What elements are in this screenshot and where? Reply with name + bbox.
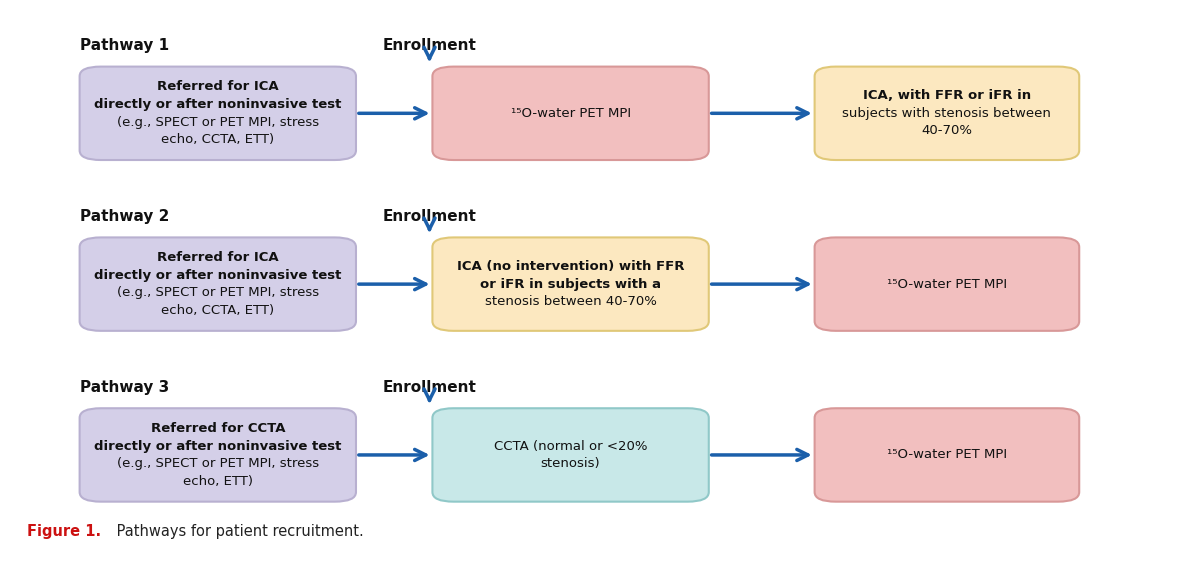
FancyBboxPatch shape xyxy=(815,408,1079,502)
FancyBboxPatch shape xyxy=(432,408,709,502)
Text: directly or after noninvasive test: directly or after noninvasive test xyxy=(94,98,342,111)
Text: ¹⁵O-water PET MPI: ¹⁵O-water PET MPI xyxy=(887,278,1007,290)
Text: CCTA (normal or <20%: CCTA (normal or <20% xyxy=(494,440,647,453)
Text: stenosis between 40-70%: stenosis between 40-70% xyxy=(485,295,656,308)
FancyBboxPatch shape xyxy=(432,67,709,160)
Text: echo, CCTA, ETT): echo, CCTA, ETT) xyxy=(161,304,275,317)
Text: ICA, with FFR or iFR in: ICA, with FFR or iFR in xyxy=(863,89,1031,102)
FancyBboxPatch shape xyxy=(432,238,709,331)
Text: Pathway 3: Pathway 3 xyxy=(79,380,169,395)
Text: ¹⁵O-water PET MPI: ¹⁵O-water PET MPI xyxy=(887,448,1007,461)
Text: stenosis): stenosis) xyxy=(541,457,600,470)
Text: Referred for ICA: Referred for ICA xyxy=(157,251,278,264)
Text: directly or after noninvasive test: directly or after noninvasive test xyxy=(94,269,342,282)
Text: ¹⁵O-water PET MPI: ¹⁵O-water PET MPI xyxy=(510,107,631,120)
Text: Pathway 1: Pathway 1 xyxy=(79,38,169,53)
FancyBboxPatch shape xyxy=(79,67,356,160)
Text: (e.g., SPECT or PET MPI, stress: (e.g., SPECT or PET MPI, stress xyxy=(116,115,319,129)
FancyBboxPatch shape xyxy=(79,238,356,331)
Text: Pathway 2: Pathway 2 xyxy=(79,209,169,224)
Text: Enrollment: Enrollment xyxy=(383,380,476,395)
Text: directly or after noninvasive test: directly or after noninvasive test xyxy=(94,440,342,453)
Text: Pathways for patient recruitment.: Pathways for patient recruitment. xyxy=(112,524,364,540)
Text: echo, CCTA, ETT): echo, CCTA, ETT) xyxy=(161,133,275,146)
Text: ICA (no intervention) with FFR: ICA (no intervention) with FFR xyxy=(457,260,684,273)
Text: 40-70%: 40-70% xyxy=(922,125,972,137)
Text: or iFR in subjects with a: or iFR in subjects with a xyxy=(480,278,661,290)
Text: Referred for ICA: Referred for ICA xyxy=(157,80,278,94)
Text: Enrollment: Enrollment xyxy=(383,209,476,224)
Text: Enrollment: Enrollment xyxy=(383,38,476,53)
Text: subjects with stenosis between: subjects with stenosis between xyxy=(842,107,1051,120)
Text: (e.g., SPECT or PET MPI, stress: (e.g., SPECT or PET MPI, stress xyxy=(116,457,319,470)
Text: echo, ETT): echo, ETT) xyxy=(182,475,253,488)
Text: Figure 1.: Figure 1. xyxy=(28,524,102,540)
Text: Referred for CCTA: Referred for CCTA xyxy=(150,422,286,435)
FancyBboxPatch shape xyxy=(815,67,1079,160)
Text: (e.g., SPECT or PET MPI, stress: (e.g., SPECT or PET MPI, stress xyxy=(116,286,319,300)
FancyBboxPatch shape xyxy=(815,238,1079,331)
FancyBboxPatch shape xyxy=(79,408,356,502)
